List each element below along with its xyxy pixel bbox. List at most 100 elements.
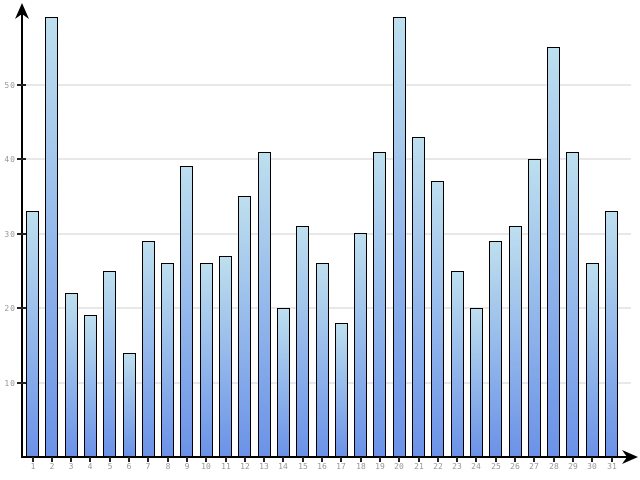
x-tick-label: 21 [414,462,424,471]
x-axis-tick [533,457,535,462]
x-axis-tick [418,457,420,462]
x-axis-tick [340,457,342,462]
x-tick-label: 7 [145,462,151,471]
x-axis-tick [205,457,207,462]
bar [393,17,406,457]
y-tick-label: 40 [4,155,16,164]
bar [277,308,290,457]
x-tick-label: 27 [529,462,539,471]
bar [219,256,232,457]
bar [431,181,444,457]
x-axis-tick [321,457,323,462]
x-tick-label: 26 [510,462,520,471]
bar [566,152,579,457]
x-tick-label: 19 [375,462,385,471]
x-tick-label: 16 [317,462,327,471]
x-tick-label: 8 [165,462,171,471]
x-axis-tick [456,457,458,462]
bar [65,293,78,457]
bar [238,196,251,457]
y-tick-label: 10 [4,379,16,388]
x-axis-tick [32,457,34,462]
x-axis-tick [186,457,188,462]
x-tick-label: 24 [471,462,481,471]
x-axis-arrow-icon [622,450,638,464]
bar [354,233,367,457]
x-axis-tick [89,457,91,462]
x-axis-tick [553,457,555,462]
bar [84,315,97,457]
x-tick-label: 30 [587,462,597,471]
y-axis-tick [17,382,26,384]
bar [528,159,541,457]
x-tick-label: 18 [356,462,366,471]
y-axis-tick [17,158,26,160]
bar [470,308,483,457]
bar [373,152,386,457]
gridline [23,158,631,160]
y-tick-label: 20 [4,304,16,313]
x-tick-label: 14 [278,462,288,471]
y-axis-tick [17,84,26,86]
x-tick-label: 12 [240,462,250,471]
x-axis-tick [109,457,111,462]
x-axis-tick [572,457,574,462]
bar [161,263,174,457]
bar [45,17,58,457]
x-axis-tick [514,457,516,462]
x-axis-tick [51,457,53,462]
x-axis-tick [70,457,72,462]
bar [142,241,155,457]
x-axis-tick [167,457,169,462]
x-axis-tick [263,457,265,462]
bar [103,271,116,457]
x-tick-label: 6 [126,462,132,471]
bar [123,353,136,457]
y-axis-arrow-icon [15,3,29,19]
x-axis-tick [379,457,381,462]
y-axis-tick [17,233,26,235]
x-axis-tick [437,457,439,462]
x-axis-tick [495,457,497,462]
y-tick-label: 50 [4,81,16,90]
x-tick-label: 9 [184,462,190,471]
bar [451,271,464,457]
bar [200,263,213,457]
gridline [23,233,631,235]
y-tick-label: 30 [4,230,16,239]
x-axis-tick [591,457,593,462]
bar [316,263,329,457]
x-axis-tick [225,457,227,462]
x-tick-label: 2 [49,462,55,471]
bar [547,47,560,457]
bar [489,241,502,457]
x-tick-label: 28 [549,462,559,471]
x-axis-tick [282,457,284,462]
x-tick-label: 17 [336,462,346,471]
x-axis-tick [360,457,362,462]
bar [335,323,348,457]
x-tick-label: 3 [68,462,74,471]
bar [258,152,271,457]
x-tick-label: 1 [30,462,36,471]
x-axis-tick [128,457,130,462]
x-tick-label: 13 [259,462,269,471]
x-tick-label: 5 [107,462,113,471]
x-axis-tick [147,457,149,462]
y-axis-tick [17,307,26,309]
x-tick-label: 15 [298,462,308,471]
bar [26,211,39,457]
x-tick-label: 4 [87,462,93,471]
x-axis-tick [302,457,304,462]
x-tick-label: 22 [433,462,443,471]
bar [605,211,618,457]
x-tick-label: 25 [491,462,501,471]
x-axis-tick [244,457,246,462]
x-tick-label: 29 [568,462,578,471]
bar [296,226,309,457]
x-axis-tick [398,457,400,462]
bar [509,226,522,457]
x-tick-label: 20 [394,462,404,471]
x-axis-tick [475,457,477,462]
